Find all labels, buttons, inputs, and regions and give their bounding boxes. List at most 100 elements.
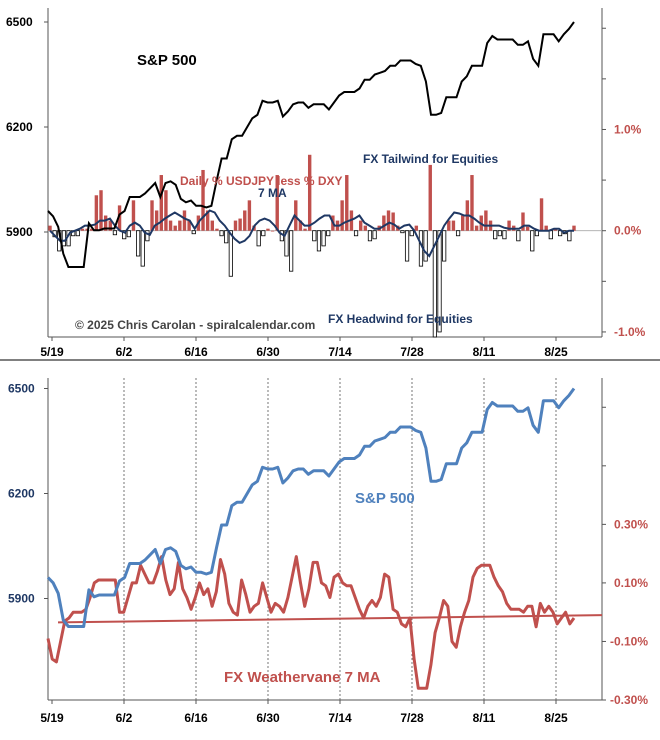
daily-bar: [470, 175, 474, 231]
watermark: © 2025 Chris Carolan - spiralcalendar.co…: [75, 318, 315, 332]
daily-bar: [233, 220, 238, 231]
daily-bar: [326, 230, 331, 237]
y-left-tick-label: 6200: [6, 120, 33, 134]
x-tick-label: 7/14: [328, 345, 352, 359]
daily-bar: [432, 230, 437, 338]
x-tick-label: 8/25: [544, 345, 568, 359]
daily-bar: [122, 230, 127, 240]
daily-bar: [126, 230, 131, 238]
daily-bar: [247, 200, 252, 231]
y-right-tick-label: 0.30%: [614, 517, 648, 531]
daily-bar: [61, 230, 67, 247]
daily-bar: [363, 225, 368, 231]
daily-bar: [534, 230, 540, 237]
daily-bar: [391, 212, 395, 231]
daily-bar: [215, 228, 219, 231]
daily-bar: [548, 230, 553, 240]
x-tick-label: 6/16: [184, 711, 208, 725]
x-tick-label: 6/2: [116, 345, 133, 359]
x-tick-label: 7/28: [400, 345, 424, 359]
daily-bar: [243, 210, 247, 231]
daily-bar: [136, 230, 141, 257]
daily-bar: [159, 175, 163, 231]
daily-bar: [131, 200, 136, 231]
daily-bar: [205, 210, 210, 231]
daily-bar: [182, 210, 187, 231]
daily-bar: [455, 230, 461, 237]
daily-bar: [224, 230, 229, 244]
daily-bar: [298, 220, 303, 231]
daily-bar: [516, 230, 521, 242]
y-left-tick-label: 6200: [8, 487, 35, 501]
x-tick-label: 6/30: [256, 345, 280, 359]
daily-bar: [307, 154, 312, 231]
daily-bar: [521, 212, 525, 231]
daily-bar: [358, 220, 363, 231]
daily-bar: [447, 220, 451, 231]
daily-bar: [437, 230, 442, 333]
y-left-tick-label: 5900: [6, 225, 33, 239]
daily-label: Daily % USDJPY less % DXY: [180, 174, 343, 188]
daily-bar: [154, 210, 159, 231]
daily-bar: [164, 190, 168, 231]
daily-bar: [201, 169, 205, 231]
daily-bar: [261, 230, 266, 237]
y-right-tick-label: 0.10%: [614, 576, 648, 590]
y-right-tick-label: -0.30%: [610, 693, 648, 707]
daily-bar: [140, 230, 145, 267]
x-tick-label: 5/19: [40, 711, 64, 725]
ma-label: 7 MA: [258, 186, 287, 200]
daily-bar: [168, 220, 173, 231]
daily-bar: [48, 225, 52, 231]
sp500-line: [47, 21, 575, 268]
daily-bar: [303, 228, 307, 231]
daily-bar: [404, 230, 410, 262]
daily-bar: [312, 230, 317, 242]
daily-bar: [75, 230, 80, 237]
daily-bar: [85, 228, 89, 231]
daily-bar: [484, 210, 488, 231]
daily-bar: [316, 230, 322, 252]
y-right-tick-label: 1.0%: [614, 122, 642, 136]
weathervane-line: [46, 555, 576, 690]
daily-bar: [108, 220, 112, 231]
x-tick-label: 6/30: [256, 711, 280, 725]
trend-line: [57, 614, 603, 624]
daily-bar: [80, 228, 85, 231]
tailwind-label: FX Tailwind for Equities: [363, 152, 498, 166]
y-right-tick-label: -1.0%: [614, 325, 646, 339]
daily-bar: [474, 225, 479, 231]
daily-bar: [270, 230, 275, 232]
y-left-tick-label: 6500: [8, 382, 35, 396]
daily-bar: [228, 230, 233, 277]
x-tick-label: 6/16: [184, 345, 208, 359]
daily-bar: [428, 164, 432, 231]
daily-bar: [178, 220, 182, 231]
daily-bar: [409, 230, 414, 237]
daily-bar: [400, 230, 405, 234]
x-tick-label: 6/2: [116, 711, 133, 725]
chart-bottom: 6500 6200 5900 0.30% 0.10% -0.10% -0.30% 5/19 6/…: [8, 378, 648, 725]
daily-bar: [386, 210, 391, 231]
daily-bar: [256, 230, 261, 247]
ma-line: [49, 209, 574, 258]
y-left-tick-label: 5900: [8, 592, 35, 606]
daily-bar: [90, 228, 94, 231]
daily-bar: [423, 230, 428, 262]
y-right-tick-label: -0.10%: [610, 634, 648, 648]
y-left-tick-label: 6500: [6, 15, 33, 29]
daily-bar: [99, 190, 103, 231]
daily-bar: [173, 225, 177, 231]
daily-bar: [353, 230, 359, 237]
x-tick-label: 7/28: [400, 711, 424, 725]
daily-bar: [497, 230, 502, 237]
daily-bar: [372, 230, 377, 240]
sp500-line: [46, 387, 576, 628]
daily-bar: [367, 230, 373, 242]
daily-bar: [112, 230, 118, 236]
weathervane-label: FX Weathervane 7 MA: [224, 669, 381, 686]
y-right-tick-label: 0.0%: [614, 224, 642, 238]
daily-bar: [219, 230, 224, 237]
daily-bar: [525, 226, 530, 231]
